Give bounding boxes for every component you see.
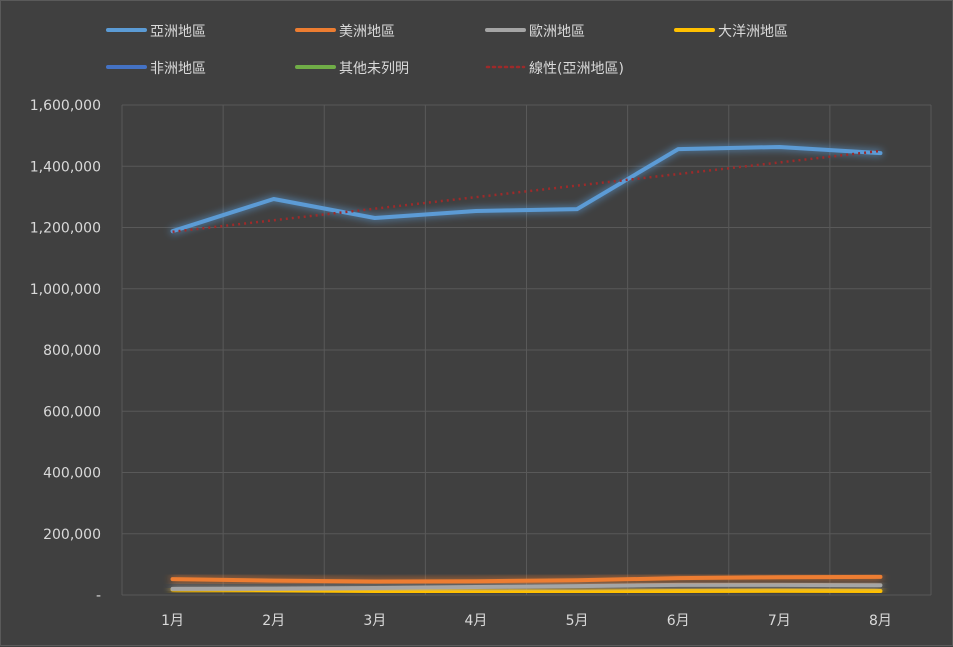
legend-label: 線性(亞洲地區) [529,61,624,77]
legend-item: 美洲地區 [295,24,395,40]
y-tick-label: - [96,588,101,604]
y-tick-label: 400,000 [43,466,101,482]
legend-label: 歐洲地區 [529,24,585,40]
series-line-亞洲地區 [170,144,883,234]
x-tick-label: 8月 [869,613,892,629]
y-tick-label: 600,000 [43,404,101,420]
y-tick-label: 1,400,000 [30,159,101,175]
y-tick-label: 1,200,000 [30,221,101,237]
legend-item: 大洋洲地區 [674,24,788,40]
legend-item: 亞洲地區 [106,24,206,40]
y-tick-label: 800,000 [43,343,101,359]
legend-label: 亞洲地區 [150,24,206,40]
series-line-歐洲地區 [170,582,883,591]
legend-item: 線性(亞洲地區) [485,61,624,77]
x-tick-label: 5月 [566,613,589,629]
legend-item: 歐洲地區 [485,24,585,40]
x-tick-label: 2月 [262,613,285,629]
x-tick-label: 4月 [464,613,487,629]
y-tick-label: 1,600,000 [30,98,101,114]
series-line-美洲地區 [170,574,883,584]
legend-label: 非洲地區 [150,61,206,77]
x-tick-label: 1月 [161,613,184,629]
y-tick-label: 200,000 [43,527,101,543]
legend-item: 非洲地區 [106,61,206,77]
y-tick-label: 1,000,000 [30,282,101,298]
legend-label: 其他未列明 [339,61,409,77]
legend-item: 其他未列明 [295,61,409,77]
x-tick-label: 6月 [667,613,690,629]
legend-label: 大洋洲地區 [718,24,788,40]
x-tick-label: 3月 [363,613,386,629]
legend-label: 美洲地區 [339,24,395,40]
x-tick-label: 7月 [768,613,791,629]
